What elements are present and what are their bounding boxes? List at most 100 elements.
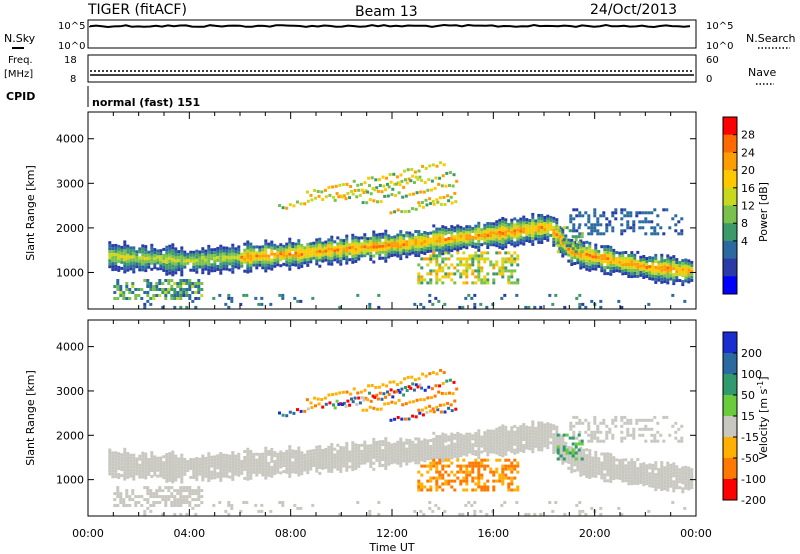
power-cell xyxy=(468,257,472,261)
power-cell xyxy=(441,252,445,256)
velocity-cell xyxy=(448,391,451,395)
power-cell xyxy=(267,245,271,249)
power-cell xyxy=(120,260,124,264)
velocity-cell xyxy=(591,468,595,472)
power-cell xyxy=(422,190,426,194)
power-cell xyxy=(288,264,292,268)
power-cell xyxy=(113,297,117,300)
power-cell xyxy=(372,233,376,237)
power-cell xyxy=(444,184,448,188)
power-cell xyxy=(360,245,364,249)
velocity-cell xyxy=(654,467,658,471)
velocity-cell xyxy=(369,447,373,451)
velocity-cell xyxy=(477,447,481,451)
velocity-cell xyxy=(579,455,583,459)
power-cell xyxy=(420,242,424,245)
velocity-cell xyxy=(288,448,292,452)
velocity-cell xyxy=(400,387,404,391)
power-cell xyxy=(182,282,186,285)
velocity-cell xyxy=(612,471,616,475)
velocity-cell xyxy=(132,474,136,478)
velocity-cell xyxy=(543,432,547,436)
velocity-cell xyxy=(507,485,511,489)
power-cell xyxy=(381,235,385,239)
velocity-cell xyxy=(321,460,325,464)
velocity-cell xyxy=(435,440,439,444)
power-cell xyxy=(406,168,410,172)
velocity-cell xyxy=(645,473,649,477)
velocity-cell xyxy=(164,504,168,507)
velocity-cell xyxy=(384,455,388,458)
power-cell xyxy=(648,259,652,263)
velocity-cell xyxy=(600,467,604,471)
power-cell xyxy=(471,241,475,245)
power-cell xyxy=(650,226,654,230)
velocity-cell xyxy=(357,461,361,465)
power-cell xyxy=(585,267,589,271)
velocity-cell xyxy=(585,454,589,458)
power-cell xyxy=(525,239,529,243)
velocity-cell xyxy=(375,393,379,397)
power-cell xyxy=(477,230,481,234)
velocity-cell xyxy=(608,427,612,431)
velocity-cell xyxy=(480,458,484,462)
velocity-cell xyxy=(321,457,325,461)
velocity-cell xyxy=(654,485,658,489)
power-cell xyxy=(336,242,340,246)
power-cell xyxy=(681,259,685,263)
velocity-cell xyxy=(639,478,643,481)
velocity-cell xyxy=(119,495,123,499)
velocity-cell xyxy=(417,470,421,474)
velocity-cell xyxy=(444,482,448,486)
velocity-cell xyxy=(129,462,133,466)
power-cell xyxy=(565,244,569,248)
velocity-cell xyxy=(585,463,589,467)
power-cell xyxy=(609,272,613,276)
nsky-label: N.Sky xyxy=(4,32,36,45)
velocity-cell xyxy=(108,448,112,452)
velocity-cell xyxy=(384,449,388,453)
power-cell xyxy=(303,202,307,206)
power-cell xyxy=(492,281,496,285)
power-cell xyxy=(444,226,448,230)
power-cell xyxy=(165,260,169,264)
velocity-cell xyxy=(176,489,180,493)
power-cell xyxy=(593,229,597,233)
velocity-cell xyxy=(207,455,211,459)
velocity-cell xyxy=(309,452,313,456)
velocity-cell xyxy=(273,460,277,464)
velocity-cell xyxy=(285,455,289,459)
power-cell xyxy=(672,282,676,286)
velocity-cell xyxy=(345,447,349,451)
power-cell xyxy=(468,237,472,241)
power-cell xyxy=(504,230,508,234)
power-cell xyxy=(507,238,511,242)
velocity-cell xyxy=(387,450,391,454)
power-cell xyxy=(459,237,463,241)
power-cell xyxy=(438,254,442,258)
power-cell xyxy=(131,285,135,288)
velocity-cell xyxy=(336,464,340,468)
velocity-cell xyxy=(590,439,594,443)
velocity-cell xyxy=(405,453,409,457)
power-cell xyxy=(677,220,681,224)
power-cell xyxy=(663,277,667,281)
velocity-cell xyxy=(198,469,202,473)
velocity-cell xyxy=(165,459,169,462)
velocity-cell xyxy=(373,395,377,399)
velocity-cell xyxy=(438,435,442,438)
velocity-cell xyxy=(571,454,575,458)
power-cell xyxy=(222,252,226,256)
velocity-cell xyxy=(590,506,594,510)
velocity-cell xyxy=(498,476,502,480)
power-cell xyxy=(396,254,400,258)
velocity-cell xyxy=(675,465,679,469)
power-cell xyxy=(249,242,253,246)
power-cell xyxy=(594,249,598,253)
power-cell xyxy=(614,211,618,215)
power-cell xyxy=(363,251,367,255)
velocity-cell xyxy=(477,438,481,442)
power-cell xyxy=(188,279,192,282)
power-cell xyxy=(687,271,691,275)
power-cell xyxy=(264,242,268,246)
